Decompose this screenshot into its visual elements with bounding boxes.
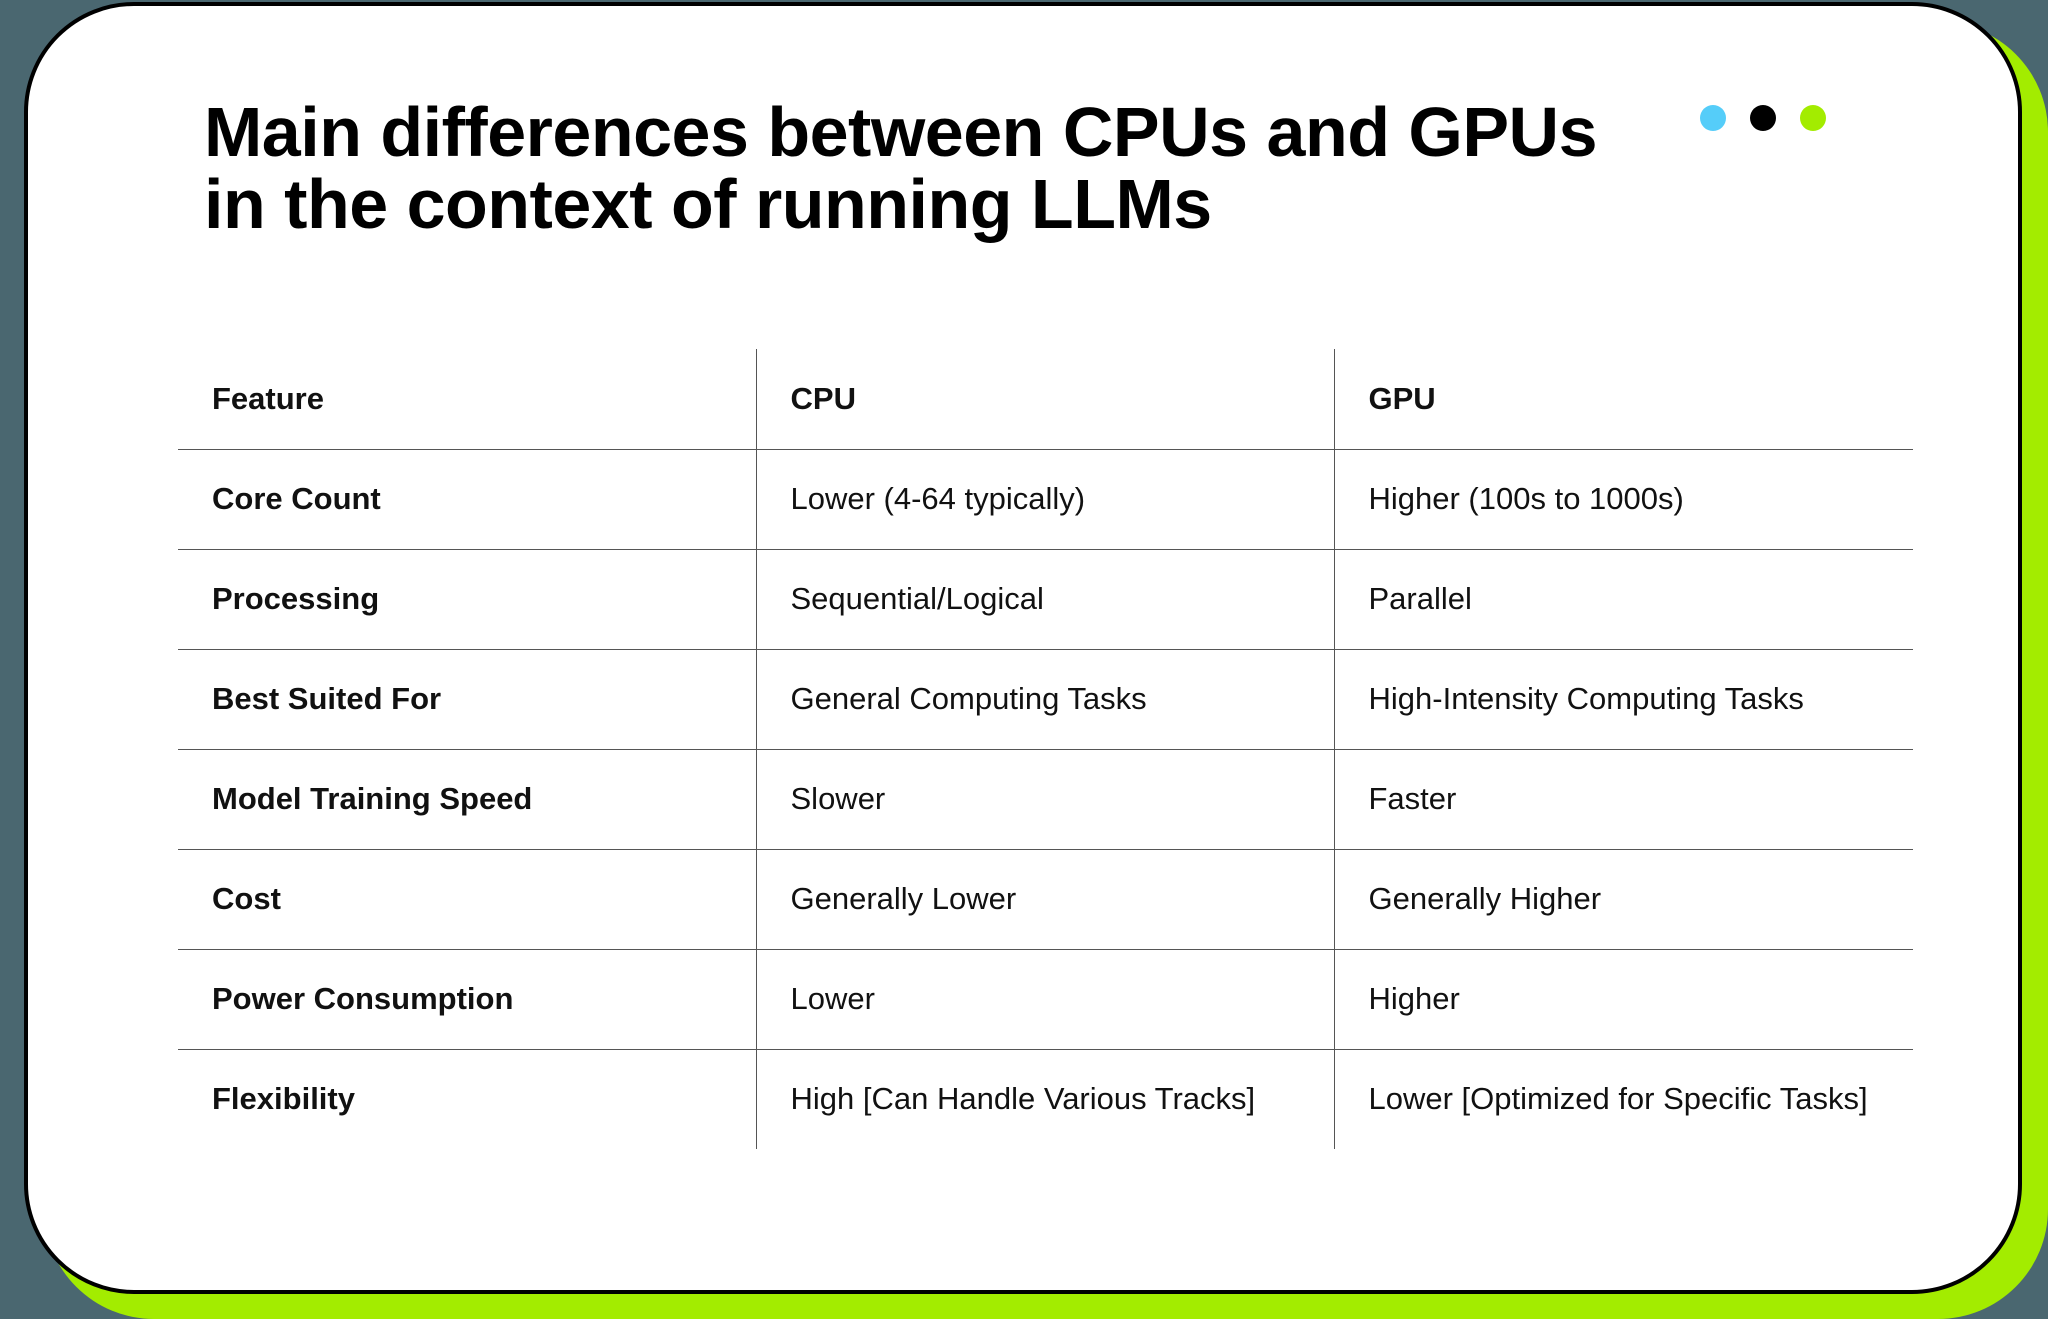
cpu-cell: Lower (4-64 typically) bbox=[755, 448, 1334, 549]
table-row: Model Training Speed Slower Faster bbox=[178, 748, 1913, 849]
cpu-cell: Lower bbox=[755, 948, 1334, 1049]
cpu-cell: Slower bbox=[755, 748, 1334, 849]
table-row: Core Count Lower (4-64 typically) Higher… bbox=[178, 448, 1913, 549]
feature-cell: Power Consumption bbox=[178, 948, 756, 1049]
cpu-cell: Generally Lower bbox=[755, 848, 1334, 949]
black-dot-icon bbox=[1750, 105, 1776, 131]
header-feature: Feature bbox=[212, 380, 324, 416]
cpu-cell: General Computing Tasks bbox=[755, 648, 1334, 749]
feature-cell: Best Suited For bbox=[178, 648, 756, 749]
decorative-dots bbox=[1700, 105, 1826, 131]
feature-cell: Processing bbox=[178, 548, 756, 649]
table-row: Best Suited For General Computing Tasks … bbox=[178, 648, 1913, 749]
page-title: Main differences between CPUs and GPUs i… bbox=[204, 93, 1598, 243]
feature-cell: Flexibility bbox=[178, 1048, 756, 1149]
feature-cell: Model Training Speed bbox=[178, 748, 756, 849]
blue-dot-icon bbox=[1700, 105, 1726, 131]
gpu-cell: Faster bbox=[1333, 748, 1913, 849]
table-row: Cost Generally Lower Generally Higher bbox=[178, 848, 1913, 949]
cpu-cell: Sequential/Logical bbox=[755, 548, 1334, 649]
gpu-cell: Generally Higher bbox=[1333, 848, 1913, 949]
gpu-cell: High-Intensity Computing Tasks bbox=[1333, 648, 1913, 749]
table-row: Flexibility High [Can Handle Various Tra… bbox=[178, 1048, 1913, 1149]
table-row: Power Consumption Lower Higher bbox=[178, 948, 1913, 1049]
gpu-cell: Parallel bbox=[1333, 548, 1913, 649]
header-cpu: CPU bbox=[755, 349, 1334, 449]
feature-cell: Core Count bbox=[178, 448, 756, 549]
header-gpu: GPU bbox=[1333, 349, 1913, 449]
gpu-cell: Lower [Optimized for Specific Tasks] bbox=[1333, 1048, 1913, 1149]
table-header-row: Feature CPU GPU bbox=[178, 349, 1913, 449]
comparison-table: Feature CPU GPU Core Count Lower (4-64 t… bbox=[178, 349, 1913, 1149]
table-row: Processing Sequential/Logical Parallel bbox=[178, 548, 1913, 649]
feature-cell: Cost bbox=[178, 848, 756, 949]
gpu-cell: Higher bbox=[1333, 948, 1913, 1049]
green-dot-icon bbox=[1800, 105, 1826, 131]
gpu-cell: Higher (100s to 1000s) bbox=[1333, 448, 1913, 549]
cpu-cell: High [Can Handle Various Tracks] bbox=[755, 1048, 1334, 1149]
